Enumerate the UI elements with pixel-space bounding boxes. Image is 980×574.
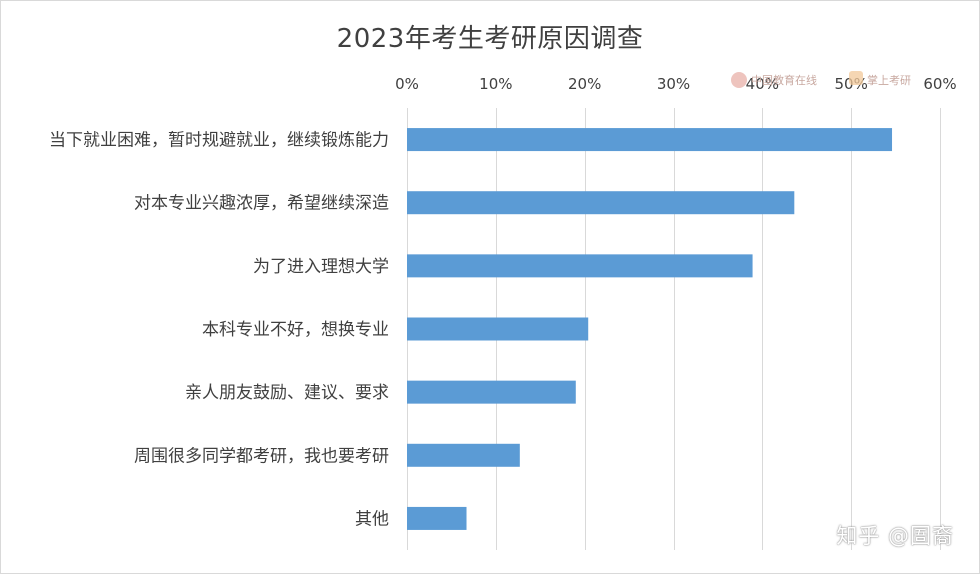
category-label: 本科专业不好，想换专业 <box>202 320 389 340</box>
x-tick-label: 30% <box>657 75 690 93</box>
x-tick-label: 20% <box>568 75 601 93</box>
bar <box>407 506 467 530</box>
bar <box>407 380 576 404</box>
x-tick-label: 40% <box>746 75 779 93</box>
logo-right-text: 掌上考研 <box>867 73 911 87</box>
logo-left-text: 中国教育在线 <box>751 73 817 87</box>
x-tick-label: 0% <box>395 75 419 93</box>
chart-title: 2023年考生考研原因调查 <box>336 24 644 54</box>
bar <box>407 191 795 215</box>
watermark-zhihu: 知乎 @圄裔 <box>836 524 954 548</box>
bar <box>407 443 520 467</box>
category-label: 为了进入理想大学 <box>253 257 389 277</box>
bar <box>407 317 589 341</box>
category-label: 对本专业兴趣浓厚，希望继续深造 <box>134 194 389 214</box>
category-label: 其他 <box>355 509 389 529</box>
logo-left-icon <box>731 72 747 88</box>
logo-right-icon <box>849 71 863 85</box>
x-tick-label: 60% <box>923 75 956 93</box>
x-tick-label: 10% <box>479 75 512 93</box>
bar <box>407 128 893 152</box>
category-label: 当下就业困难，暂时规避就业，继续锻炼能力 <box>49 131 389 151</box>
category-labels: 当下就业困难，暂时规避就业，继续锻炼能力对本专业兴趣浓厚，希望继续深造为了进入理… <box>49 131 389 530</box>
bars <box>407 128 893 530</box>
logo-watermarks: 中国教育在线 掌上考研 <box>731 71 911 88</box>
category-label: 周围很多同学都考研，我也要考研 <box>134 446 389 466</box>
category-label: 亲人朋友鼓励、建议、要求 <box>185 383 389 403</box>
bar <box>407 254 753 278</box>
